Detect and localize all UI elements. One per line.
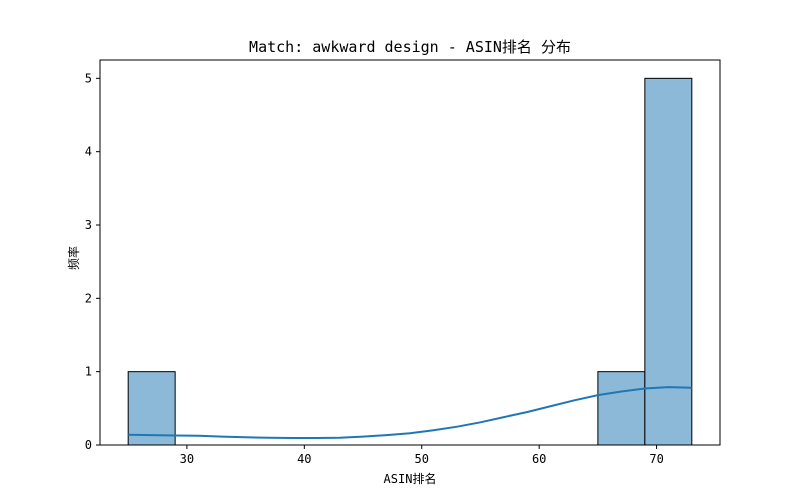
- histogram-bar-2: [644, 77, 693, 446]
- axes-group: 30 40 50 60 70 0 1 2 3 4 5: [85, 59, 721, 466]
- bars-group: [127, 77, 693, 446]
- y-tick-label-3: 3: [85, 218, 92, 232]
- plot-frame: [99, 59, 721, 446]
- x-axis-label: ASIN排名: [384, 471, 437, 486]
- x-tick-label-1: 40: [297, 452, 311, 466]
- x-tick-label-3: 60: [532, 452, 546, 466]
- x-tick-label-0: 30: [180, 452, 194, 466]
- x-tick-label-2: 50: [415, 452, 429, 466]
- y-tick-label-1: 1: [85, 365, 92, 379]
- chart-title: Match: awkward design - ASIN排名 分布: [249, 38, 571, 56]
- y-tick-label-2: 2: [85, 291, 92, 305]
- kde-line: [128, 386, 692, 439]
- histogram-bar-0: [127, 371, 176, 446]
- y-tick-label-5: 5: [85, 71, 92, 85]
- y-axis-label: 频率: [66, 246, 81, 270]
- histogram-bar-1: [597, 371, 646, 446]
- y-tick-label-0: 0: [85, 438, 92, 452]
- y-tick-label-4: 4: [85, 145, 92, 159]
- x-tick-label-4: 70: [649, 452, 663, 466]
